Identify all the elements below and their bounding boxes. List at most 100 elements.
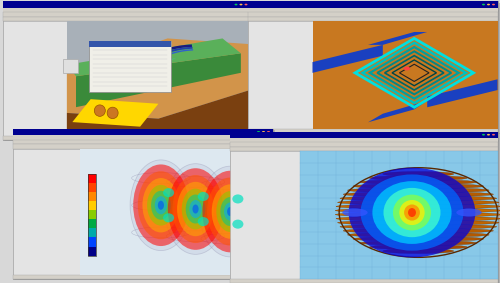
Ellipse shape <box>133 164 188 246</box>
Ellipse shape <box>151 191 171 220</box>
Bar <box>232 133 499 283</box>
Ellipse shape <box>340 196 496 201</box>
Ellipse shape <box>224 202 236 221</box>
Bar <box>230 147 497 151</box>
Ellipse shape <box>456 209 481 216</box>
Bar <box>88 183 96 192</box>
Circle shape <box>482 4 485 5</box>
Bar <box>12 129 272 135</box>
Ellipse shape <box>198 217 209 226</box>
Circle shape <box>262 131 265 133</box>
Ellipse shape <box>360 174 464 251</box>
Ellipse shape <box>147 185 175 226</box>
Polygon shape <box>67 38 241 76</box>
Polygon shape <box>368 32 427 45</box>
Ellipse shape <box>408 208 416 217</box>
Polygon shape <box>72 99 158 127</box>
Ellipse shape <box>336 208 500 213</box>
Bar <box>88 228 96 237</box>
Bar <box>88 192 96 201</box>
Ellipse shape <box>182 189 210 230</box>
Ellipse shape <box>343 228 494 233</box>
Polygon shape <box>67 38 250 119</box>
Circle shape <box>267 131 270 133</box>
Ellipse shape <box>130 160 192 250</box>
Bar <box>89 41 171 47</box>
Ellipse shape <box>163 213 174 222</box>
Bar <box>2 12 250 17</box>
Bar <box>312 21 498 129</box>
Ellipse shape <box>207 177 254 246</box>
Ellipse shape <box>177 182 214 236</box>
Bar <box>300 151 498 279</box>
Ellipse shape <box>138 171 184 239</box>
Ellipse shape <box>353 236 484 241</box>
Bar <box>230 142 497 147</box>
Ellipse shape <box>348 168 476 257</box>
Ellipse shape <box>348 188 489 193</box>
Ellipse shape <box>370 245 467 249</box>
Ellipse shape <box>360 241 476 245</box>
Ellipse shape <box>165 164 226 254</box>
Circle shape <box>244 4 248 5</box>
Circle shape <box>482 134 485 136</box>
Bar <box>4 3 252 141</box>
Ellipse shape <box>190 200 202 218</box>
Circle shape <box>492 4 495 5</box>
Polygon shape <box>76 53 241 107</box>
Circle shape <box>487 4 490 5</box>
Ellipse shape <box>227 207 234 216</box>
Circle shape <box>257 131 260 133</box>
Ellipse shape <box>360 180 476 185</box>
Bar <box>12 140 272 144</box>
Ellipse shape <box>186 194 206 224</box>
Circle shape <box>404 67 410 70</box>
Ellipse shape <box>212 184 248 239</box>
Bar <box>230 151 300 279</box>
Bar <box>88 237 96 246</box>
Ellipse shape <box>404 204 420 221</box>
Ellipse shape <box>400 200 424 225</box>
Circle shape <box>492 134 495 136</box>
Bar <box>88 201 96 210</box>
Ellipse shape <box>336 216 500 221</box>
Bar <box>12 144 272 149</box>
Bar <box>67 21 250 136</box>
Ellipse shape <box>232 194 243 203</box>
Ellipse shape <box>372 181 452 244</box>
Ellipse shape <box>338 200 499 205</box>
Ellipse shape <box>220 197 240 226</box>
Bar <box>88 210 96 219</box>
Bar <box>88 174 96 256</box>
Bar <box>248 129 498 133</box>
Ellipse shape <box>384 188 440 237</box>
Circle shape <box>487 134 490 136</box>
Bar <box>142 63 144 88</box>
Bar <box>248 17 498 21</box>
Ellipse shape <box>155 196 167 214</box>
Ellipse shape <box>163 188 174 197</box>
Bar <box>131 63 134 88</box>
Bar <box>2 1 250 8</box>
Bar <box>80 149 272 275</box>
Bar <box>12 135 272 140</box>
Bar <box>250 3 500 134</box>
Ellipse shape <box>340 224 496 229</box>
Bar <box>12 275 272 279</box>
Polygon shape <box>94 58 176 79</box>
Ellipse shape <box>172 175 218 243</box>
Polygon shape <box>67 90 250 136</box>
Bar <box>2 21 67 136</box>
Bar <box>88 174 96 183</box>
Ellipse shape <box>192 205 198 214</box>
Bar <box>248 12 498 17</box>
Ellipse shape <box>343 192 494 197</box>
Polygon shape <box>427 79 498 107</box>
Ellipse shape <box>94 105 106 116</box>
Bar <box>12 129 272 279</box>
Ellipse shape <box>198 192 209 201</box>
Circle shape <box>240 4 242 5</box>
Ellipse shape <box>216 191 244 232</box>
Bar <box>248 8 498 12</box>
Ellipse shape <box>202 171 258 252</box>
